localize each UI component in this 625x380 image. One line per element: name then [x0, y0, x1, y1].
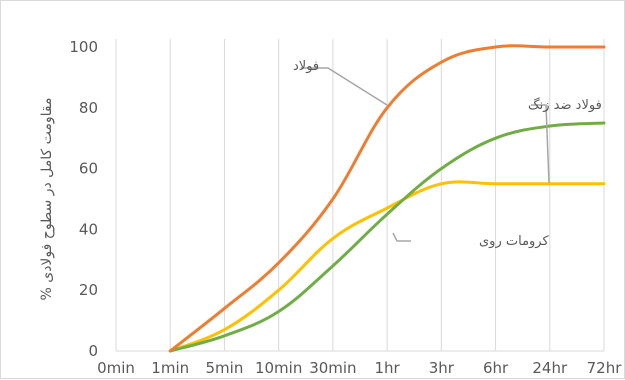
y-tick-label: 20	[79, 281, 98, 299]
x-tick-label: 1hr	[375, 359, 401, 377]
series-label: کرومات روی	[479, 234, 549, 249]
x-tick-label: 0min	[97, 359, 135, 377]
series-line-0	[168, 44, 606, 353]
series-line-2	[168, 180, 606, 353]
x-tick-label: 5min	[206, 359, 244, 377]
gridlines	[115, 39, 605, 352]
y-tick-label: 100	[69, 38, 98, 56]
y-tick-label: 40	[79, 220, 98, 238]
y-axis-label: مقاومت کامل در سطوح فولادی %	[39, 97, 55, 300]
x-tick-label: 1min	[151, 359, 189, 377]
series-line-1	[168, 121, 606, 353]
x-tick-label: 30min	[309, 359, 356, 377]
annotation-leader-2	[392, 232, 411, 242]
x-tick-label: 6hr	[483, 359, 509, 377]
x-tick-label: 72hr	[587, 359, 623, 377]
y-tick-label: 60	[79, 160, 98, 178]
y-tick-label: 0	[88, 342, 98, 360]
series-lines	[168, 44, 606, 353]
series-annotations: فولاد فولاد ضد زنگ کرومات روی	[293, 59, 602, 249]
x-tick-label: 10min	[255, 359, 302, 377]
y-tick-labels: 0 20 40 60 80 100	[69, 38, 98, 360]
series-label: فولاد ضد زنگ	[528, 97, 602, 113]
x-tick-labels: 0min 1min 5min 10min 30min 1hr 3hr 6hr 24hr 72hr	[97, 359, 622, 377]
y-tick-label: 80	[79, 99, 98, 117]
annotation-leader-0	[301, 67, 388, 106]
x-tick-label: 3hr	[429, 359, 455, 377]
x-tick-label: 24hr	[532, 359, 568, 377]
annotation-leader-1	[531, 104, 550, 184]
series-label: فولاد	[293, 59, 319, 74]
